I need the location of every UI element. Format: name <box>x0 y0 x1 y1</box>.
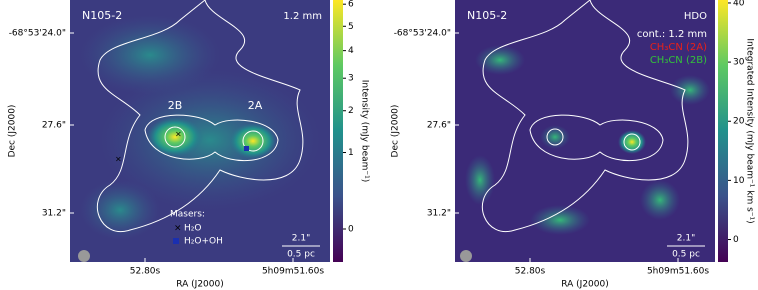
y-tick-label: -68°53'24.0" <box>9 29 66 39</box>
x-tick-label: 5h09m51.60s <box>647 267 709 277</box>
y-tick-label: -68°53'24.0" <box>394 29 451 39</box>
panel-title: N105-2 <box>467 9 507 22</box>
svg-text:×: × <box>175 130 182 139</box>
colorbar <box>333 0 343 262</box>
annotation: CH₃CN (2A) <box>650 42 707 53</box>
image-right: N105-2 HDO cont.: 1.2 mm CH₃CN (2A) CH₃CN … <box>455 0 715 262</box>
x-tick-label: 52.80s <box>130 267 161 277</box>
panel-label: 1.2 mm <box>283 11 322 22</box>
source-label: 2A <box>248 99 263 112</box>
annotation: CH₃CN (2B) <box>650 55 707 66</box>
y-tick-label: 27.6" <box>427 121 451 131</box>
legend-entry: H₂O+OH <box>184 237 223 247</box>
x-tick-label: 5h09m51.60s <box>262 267 324 277</box>
colorbar-tick-label: 0 <box>348 224 354 234</box>
colorbar-label: Intensity (mJy beam⁻¹) <box>360 80 370 183</box>
scalebar-label: 0.5 pc <box>287 250 315 260</box>
scalebar-label: 0.5 pc <box>672 250 700 260</box>
colorbar-tick-label: 5 <box>348 22 354 32</box>
legend-title: Masers: <box>170 210 205 220</box>
colorbar-tick-label: 40 <box>733 0 745 8</box>
colorbar-label: Integrated Intensity (mJy beam⁻¹ km s⁻¹) <box>745 38 755 223</box>
colorbar-tick-label: 30 <box>733 58 745 68</box>
y-tick-label: 31.2" <box>42 209 66 219</box>
x-axis-title: RA (J2000) <box>176 280 224 290</box>
scalebar-label: 2.1" <box>292 234 310 244</box>
scalebar-label: 2.1" <box>677 234 695 244</box>
svg-text:×: × <box>115 155 122 164</box>
panel-label: HDO <box>684 11 707 22</box>
svg-text:×: × <box>174 224 182 234</box>
colorbar-tick-label: 2 <box>348 106 354 116</box>
y-axis-title: Dec (J2000) <box>8 105 18 158</box>
y-tick-label: 31.2" <box>427 209 451 219</box>
colorbar-tick-label: 10 <box>733 176 745 186</box>
y-axis-title: Dec (J2000) <box>391 105 401 158</box>
y-tick-label: 27.6" <box>42 121 66 131</box>
legend-entry: H₂O <box>184 224 201 234</box>
colorbar-tick-label: 0 <box>733 235 739 245</box>
colorbar <box>718 0 728 262</box>
x-tick-label: 52.80s <box>515 267 546 277</box>
colorbar-tick-label: 1 <box>348 148 354 158</box>
source-label: 2B <box>168 99 183 112</box>
panel-title: N105-2 <box>82 9 122 22</box>
annotation: cont.: 1.2 mm <box>637 29 707 40</box>
colorbar-tick-label: 3 <box>348 74 354 84</box>
x-axis-title: RA (J2000) <box>561 280 609 290</box>
image-left: × × N105-2 1.2 mm 2B 2A Masers: × H₂O H₂… <box>70 0 330 262</box>
colorbar-tick-label: 20 <box>733 117 745 127</box>
colorbar-tick-label: 4 <box>348 46 354 56</box>
colorbar-tick-label: 6 <box>348 0 354 10</box>
